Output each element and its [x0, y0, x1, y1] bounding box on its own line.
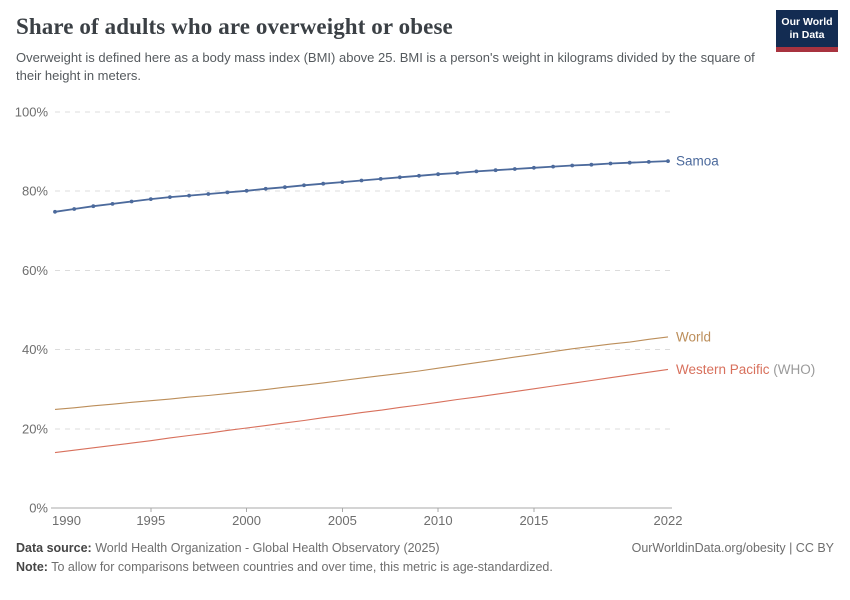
- x-tick-label-2022: 2022: [654, 513, 683, 528]
- data-point-samoa-2015: [532, 165, 536, 170]
- data-point-samoa-2012: [474, 169, 479, 174]
- footer-note: Note: To allow for comparisons between c…: [16, 560, 834, 574]
- data-point-samoa-1991: [72, 207, 77, 211]
- chart-subtitle: Overweight is defined here as a body mas…: [16, 50, 755, 83]
- owid-logo[interactable]: Our World in Data: [776, 10, 838, 52]
- chart-plot-area: 0% 20% 40% 60% 80% 100% 1990 1995 2000 2005 2010 20…: [15, 105, 816, 529]
- data-point-samoa-1996: [168, 195, 172, 199]
- data-point-samoa-2010: [436, 172, 440, 177]
- x-tick-label-1990: 1990: [52, 513, 81, 528]
- data-point-samoa-1997: [187, 193, 192, 198]
- x-tick-label-2010: 2010: [424, 513, 453, 528]
- data-point-samoa-2014: [512, 167, 517, 171]
- y-tick-label-80: 80%: [22, 184, 48, 199]
- owid-logo-stripe: [776, 46, 838, 52]
- y-tick-label-100: 100%: [15, 105, 49, 120]
- data-source-text: Data source: World Health Organization -…: [16, 541, 440, 555]
- data-point-samoa-1993: [110, 202, 115, 206]
- data-point-samoa-2000: [244, 188, 249, 193]
- series-line-world: [54, 336, 669, 410]
- data-point-samoa-1999: [225, 190, 230, 195]
- data-point-samoa-2007: [378, 177, 383, 181]
- data-point-samoa-1992: [91, 204, 96, 209]
- note-label: Note:: [16, 560, 48, 574]
- footer-link[interactable]: OurWorldinData.org/obesity | CC BY: [631, 541, 834, 555]
- data-point-samoa-1998: [206, 192, 211, 196]
- y-tick-label-60: 60%: [22, 263, 48, 278]
- data-point-samoa-2009: [417, 173, 421, 178]
- data-point-samoa-2005: [340, 180, 345, 184]
- data-point-samoa-2016: [551, 164, 555, 169]
- data-source-label: Data source:: [16, 541, 92, 555]
- data-point-samoa-2006: [359, 178, 364, 183]
- data-point-samoa-1990: [53, 209, 57, 214]
- data-point-samoa-2019: [608, 161, 613, 166]
- data-point-samoa-1995: [148, 197, 153, 201]
- data-point-samoa-2011: [455, 171, 460, 175]
- data-point-samoa-2003: [302, 183, 306, 188]
- series-line-western-pacific: [54, 368, 669, 454]
- data-point-samoa-2013: [493, 168, 498, 173]
- y-tick-label-20: 20%: [22, 421, 48, 436]
- data-point-samoa-2008: [397, 175, 402, 180]
- y-tick-label-40: 40%: [22, 342, 48, 357]
- page-title: Share of adults who are overweight or ob…: [16, 14, 453, 39]
- series-label-world[interactable]: World: [676, 329, 711, 344]
- data-point-samoa-2022: [666, 159, 670, 163]
- data-point-samoa-2021: [646, 160, 651, 164]
- owid-logo-line1: Our World: [781, 16, 833, 28]
- data-point-samoa-2018: [589, 162, 594, 167]
- x-tick-label-1995: 1995: [136, 513, 165, 528]
- chart-header: Share of adults who are overweight or ob…: [16, 10, 838, 85]
- y-tick-label-0: 0%: [29, 501, 48, 516]
- data-point-samoa-2001: [263, 186, 268, 191]
- series-line-samoa: [54, 160, 669, 213]
- x-tick-label-2000: 2000: [232, 513, 261, 528]
- x-tick-label-2015: 2015: [519, 513, 548, 528]
- data-point-samoa-2004: [321, 181, 326, 186]
- data-point-samoa-2017: [570, 163, 575, 168]
- data-source-value: World Health Organization - Global Healt…: [91, 541, 440, 555]
- data-point-samoa-2020: [627, 160, 632, 165]
- owid-logo-text: Our World in Data: [776, 10, 838, 47]
- owid-logo-line2: in Data: [789, 28, 825, 41]
- chart-footer: Data source: World Health Organization -…: [16, 541, 834, 574]
- note-value: To allow for comparisons between countri…: [47, 560, 553, 574]
- x-tick-label-2005: 2005: [328, 513, 357, 528]
- data-point-samoa-1994: [129, 199, 134, 204]
- series-label-samoa[interactable]: Samoa: [676, 154, 719, 169]
- data-point-samoa-2002: [283, 185, 287, 190]
- series-label-western-pacific[interactable]: Western Pacific (WHO): [676, 362, 815, 377]
